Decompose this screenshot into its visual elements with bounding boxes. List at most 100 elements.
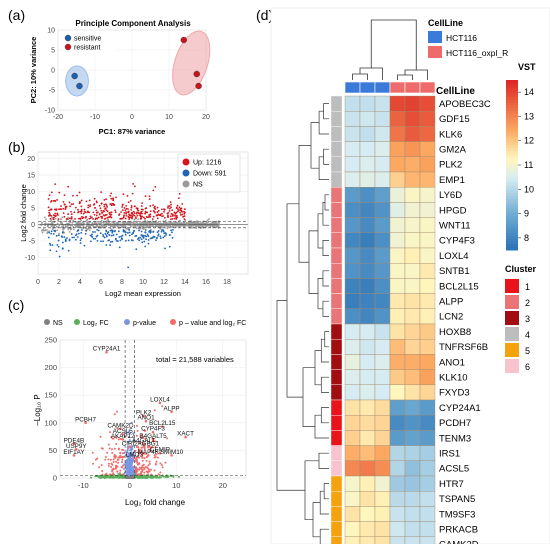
heatmap-row-label: LOXL4 xyxy=(439,251,469,262)
ma-point-ns xyxy=(61,226,64,228)
volcano-point-fc xyxy=(150,476,153,479)
ma-point-up xyxy=(171,215,174,217)
ma-point-up xyxy=(159,214,162,217)
ma-point-down xyxy=(94,231,96,233)
ma-point-ns xyxy=(213,225,216,228)
ma-point-ns xyxy=(105,220,108,223)
heatmap-cell xyxy=(344,110,361,127)
vst-colorbar-segment xyxy=(506,184,518,189)
volcano-gene-label: ACSL5 xyxy=(113,428,133,435)
ma-point-up xyxy=(109,215,112,218)
ma-point-up xyxy=(95,209,98,212)
volcano-point-sig xyxy=(110,436,113,439)
volcano-point-sig xyxy=(107,443,110,446)
volcano-point-sig xyxy=(122,473,125,476)
heatmap-cell xyxy=(404,445,421,462)
heatmap-cell xyxy=(359,232,376,249)
ma-y-tick: 10 xyxy=(27,189,35,196)
volcano-point-fc xyxy=(122,476,125,479)
row-dendrogram-branch xyxy=(276,300,305,491)
volcano-point-sig xyxy=(137,448,140,451)
ma-point-up xyxy=(181,203,184,205)
ma-point-up xyxy=(78,191,81,194)
ma-point-down xyxy=(144,245,147,248)
column-annotation-cell xyxy=(344,81,361,94)
volcano-point-p xyxy=(131,454,134,457)
heatmap-cell xyxy=(344,247,361,264)
ma-point-ns xyxy=(64,225,67,228)
ma-point-down xyxy=(80,237,83,240)
ma-point-up xyxy=(163,216,166,219)
volcano-legend-marker xyxy=(124,319,130,325)
heatmap-cell xyxy=(404,323,421,340)
row-annotation-cell xyxy=(330,384,343,401)
ma-point-up xyxy=(70,213,73,215)
volcano-point-fc xyxy=(116,475,119,478)
ma-point-down xyxy=(142,235,145,237)
ma-point-ns xyxy=(181,224,184,227)
volcano-point-p xyxy=(127,470,130,473)
vst-colorbar-segment xyxy=(506,199,518,203)
pca-legend: sensitive resistant xyxy=(62,32,118,54)
volcano-point-sig xyxy=(141,433,144,436)
heatmap-cell xyxy=(419,415,436,431)
ma-point-ns xyxy=(89,224,92,227)
volcano-point-p xyxy=(127,440,130,443)
volcano-gene-label: CYP24A1 xyxy=(93,346,121,353)
volcano-point-sig xyxy=(112,468,115,471)
volcano-point-sig xyxy=(161,425,164,428)
volcano-point-sig xyxy=(143,447,146,450)
ma-point-ns xyxy=(169,225,172,228)
vst-colorbar-segment xyxy=(506,173,518,177)
cluster-legend-label: 1 xyxy=(525,282,530,292)
ma-point-ns xyxy=(132,222,134,225)
volcano-point-sig xyxy=(72,454,76,457)
heatmap-row-label: EMP1 xyxy=(439,175,465,186)
vst-colorbar-segment xyxy=(506,159,518,163)
ma-point-up xyxy=(79,217,82,220)
ma-point-up xyxy=(154,185,157,188)
ma-point-up xyxy=(167,216,169,219)
ma-point-up xyxy=(176,210,179,213)
ma-point-up xyxy=(171,217,174,220)
row-annotation-cell xyxy=(330,171,343,188)
vst-colorbar-segment xyxy=(506,105,518,109)
ma-point-down xyxy=(104,232,107,235)
vst-colorbar-segment xyxy=(506,153,518,157)
column-annotation-cell xyxy=(419,81,436,94)
volcano-y-tick: 50 xyxy=(49,446,57,455)
ma-point-ns xyxy=(71,221,74,224)
ma-point-ns xyxy=(69,221,71,224)
volcano-point-p xyxy=(130,453,133,456)
heatmap-cell xyxy=(389,156,406,173)
ma-point-ns xyxy=(206,219,209,222)
ma-point-up xyxy=(140,211,142,214)
ma-point-down xyxy=(110,234,113,237)
pca-y-tick: -10 xyxy=(45,108,55,115)
volcano-point-p xyxy=(130,446,133,449)
volcano-point-fc xyxy=(143,475,146,478)
ma-point-up xyxy=(125,204,128,207)
heatmap-cell xyxy=(419,521,436,537)
ma-point-up xyxy=(70,203,73,206)
pca-y-tick: 0 xyxy=(51,68,55,75)
heatmap-cell xyxy=(419,323,436,340)
ma-y-tick: -5 xyxy=(29,239,35,246)
ma-point-up xyxy=(154,211,156,214)
ma-point-ns xyxy=(50,219,53,221)
pca-legend-marker xyxy=(64,43,72,51)
volcano-point-sig xyxy=(148,445,151,448)
volcano-gene-label: AKAP12 xyxy=(111,433,135,440)
ma-point-up xyxy=(88,199,91,202)
ma-point-up xyxy=(58,208,60,211)
ma-point-up xyxy=(57,218,60,220)
heatmap-cell xyxy=(374,354,391,370)
ma-point-ns xyxy=(51,216,53,219)
volcano-point-sig xyxy=(111,470,114,473)
ma-point-ns xyxy=(124,225,127,228)
heatmap-row-label: TENM3 xyxy=(439,433,471,444)
vst-colorbar-segment xyxy=(506,190,518,194)
ma-point-up xyxy=(100,215,102,218)
volcano-legend-marker xyxy=(170,319,176,325)
